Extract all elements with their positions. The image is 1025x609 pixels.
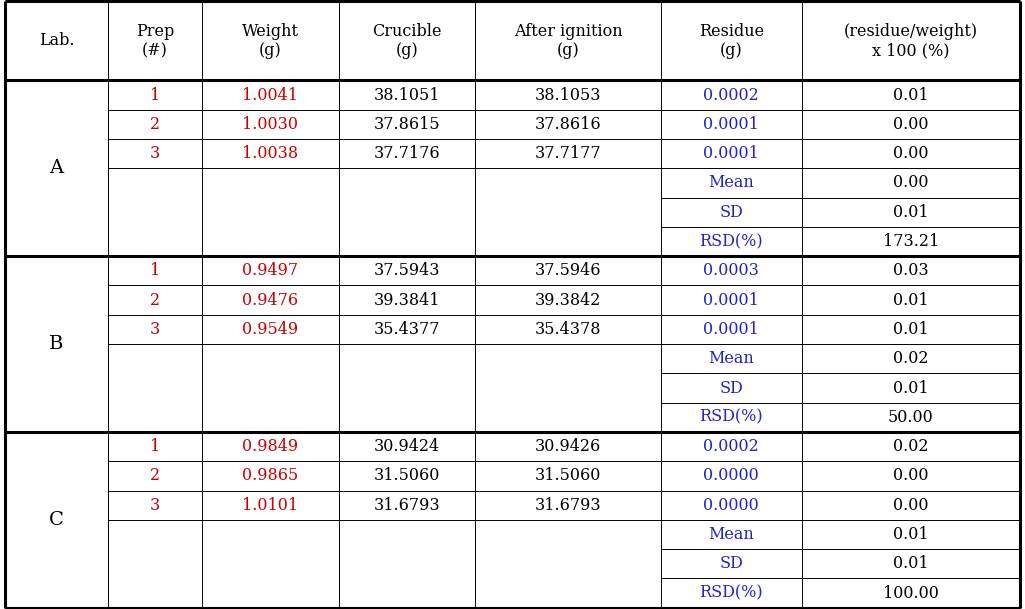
Text: 37.8616: 37.8616 bbox=[535, 116, 602, 133]
Text: 0.0000: 0.0000 bbox=[703, 497, 760, 514]
Text: 31.5060: 31.5060 bbox=[535, 468, 602, 484]
Text: 0.02: 0.02 bbox=[893, 438, 929, 455]
Text: 38.1051: 38.1051 bbox=[374, 86, 440, 104]
Text: 173.21: 173.21 bbox=[883, 233, 939, 250]
Text: 37.5943: 37.5943 bbox=[374, 262, 440, 280]
Text: 1.0030: 1.0030 bbox=[243, 116, 298, 133]
Text: 0.02: 0.02 bbox=[893, 350, 929, 367]
Text: 2: 2 bbox=[150, 292, 160, 309]
Text: 35.4378: 35.4378 bbox=[535, 321, 602, 338]
Text: 31.6793: 31.6793 bbox=[535, 497, 602, 514]
Text: 1.0041: 1.0041 bbox=[243, 86, 298, 104]
Text: C: C bbox=[49, 511, 64, 529]
Text: 31.5060: 31.5060 bbox=[374, 468, 440, 484]
Text: 0.9849: 0.9849 bbox=[242, 438, 298, 455]
Text: SD: SD bbox=[720, 204, 743, 220]
Text: 39.3842: 39.3842 bbox=[535, 292, 602, 309]
Text: 0.0001: 0.0001 bbox=[703, 292, 760, 309]
Text: Mean: Mean bbox=[708, 174, 754, 191]
Text: RSD(%): RSD(%) bbox=[699, 233, 764, 250]
Text: 37.5946: 37.5946 bbox=[535, 262, 602, 280]
Text: 0.01: 0.01 bbox=[893, 555, 929, 572]
Text: 1: 1 bbox=[150, 262, 160, 280]
Text: 37.7177: 37.7177 bbox=[535, 145, 602, 162]
Text: (residue/weight)
x 100 (%): (residue/weight) x 100 (%) bbox=[844, 23, 978, 59]
Text: 0.03: 0.03 bbox=[893, 262, 929, 280]
Text: 2: 2 bbox=[150, 116, 160, 133]
Text: 39.3841: 39.3841 bbox=[374, 292, 440, 309]
Text: 0.00: 0.00 bbox=[893, 468, 929, 484]
Text: 1: 1 bbox=[150, 438, 160, 455]
Text: Weight
(g): Weight (g) bbox=[242, 23, 299, 59]
Text: Mean: Mean bbox=[708, 350, 754, 367]
Text: 0.00: 0.00 bbox=[893, 174, 929, 191]
Text: 0.00: 0.00 bbox=[893, 145, 929, 162]
Text: 0.01: 0.01 bbox=[893, 86, 929, 104]
Text: 37.8615: 37.8615 bbox=[374, 116, 441, 133]
Text: SD: SD bbox=[720, 379, 743, 396]
Text: 35.4377: 35.4377 bbox=[374, 321, 440, 338]
Text: 0.0001: 0.0001 bbox=[703, 116, 760, 133]
Text: 0.01: 0.01 bbox=[893, 379, 929, 396]
Text: 3: 3 bbox=[150, 321, 160, 338]
Text: 38.1053: 38.1053 bbox=[535, 86, 602, 104]
Text: 0.9476: 0.9476 bbox=[242, 292, 298, 309]
Text: RSD(%): RSD(%) bbox=[699, 409, 764, 426]
Text: 0.00: 0.00 bbox=[893, 116, 929, 133]
Text: 3: 3 bbox=[150, 497, 160, 514]
Text: Mean: Mean bbox=[708, 526, 754, 543]
Text: 3: 3 bbox=[150, 145, 160, 162]
Text: 0.0002: 0.0002 bbox=[703, 438, 760, 455]
Text: RSD(%): RSD(%) bbox=[699, 585, 764, 602]
Text: 0.0001: 0.0001 bbox=[703, 321, 760, 338]
Text: 30.9426: 30.9426 bbox=[535, 438, 602, 455]
Text: 0.00: 0.00 bbox=[893, 497, 929, 514]
Text: Crucible
(g): Crucible (g) bbox=[372, 23, 442, 59]
Text: 50.00: 50.00 bbox=[888, 409, 934, 426]
Text: 31.6793: 31.6793 bbox=[374, 497, 441, 514]
Text: 0.9497: 0.9497 bbox=[242, 262, 298, 280]
Text: After ignition
(g): After ignition (g) bbox=[514, 23, 622, 59]
Text: B: B bbox=[49, 335, 64, 353]
Text: 0.9865: 0.9865 bbox=[242, 468, 298, 484]
Text: Residue
(g): Residue (g) bbox=[699, 23, 764, 59]
Text: 0.0000: 0.0000 bbox=[703, 468, 760, 484]
Text: 0.0003: 0.0003 bbox=[703, 262, 760, 280]
Text: 0.0002: 0.0002 bbox=[703, 86, 760, 104]
Text: 100.00: 100.00 bbox=[883, 585, 939, 602]
Text: 1.0101: 1.0101 bbox=[242, 497, 298, 514]
Text: 1: 1 bbox=[150, 86, 160, 104]
Text: 37.7176: 37.7176 bbox=[374, 145, 441, 162]
Text: 0.01: 0.01 bbox=[893, 204, 929, 220]
Text: 1.0038: 1.0038 bbox=[242, 145, 298, 162]
Text: 2: 2 bbox=[150, 468, 160, 484]
Text: 0.0001: 0.0001 bbox=[703, 145, 760, 162]
Text: Prep
(#): Prep (#) bbox=[136, 23, 174, 59]
Text: 0.01: 0.01 bbox=[893, 321, 929, 338]
Text: 0.9549: 0.9549 bbox=[242, 321, 298, 338]
Text: SD: SD bbox=[720, 555, 743, 572]
Text: 30.9424: 30.9424 bbox=[374, 438, 440, 455]
Text: 0.01: 0.01 bbox=[893, 292, 929, 309]
Text: Lab.: Lab. bbox=[39, 32, 74, 49]
Text: 0.01: 0.01 bbox=[893, 526, 929, 543]
Text: A: A bbox=[49, 160, 64, 177]
